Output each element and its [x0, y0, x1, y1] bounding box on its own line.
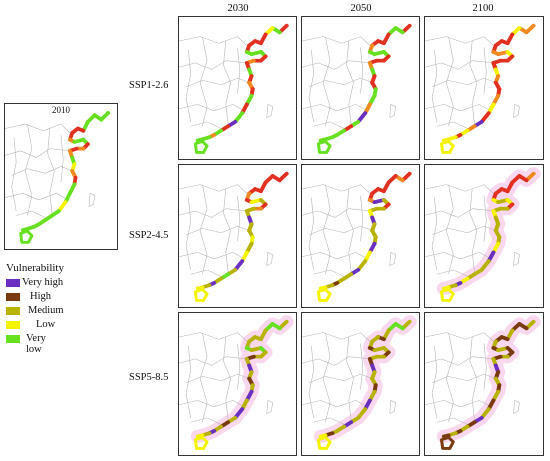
row-header-ssp1-2-6: SSP1-2.6	[129, 80, 169, 91]
legend-swatch-medium	[6, 307, 20, 315]
legend-item-medium: Medium	[6, 305, 64, 319]
map-ssp5-2100	[425, 315, 541, 450]
map-ssp1-2100	[425, 23, 536, 154]
legend-item-very-low: Very low	[6, 333, 64, 355]
column-header-2050: 2050	[350, 3, 372, 14]
map-panel-ssp1-2030	[178, 16, 297, 160]
legend-label-low: Low	[36, 319, 56, 330]
legend-label-medium: Medium	[28, 305, 64, 316]
map-ssp1-2030	[179, 23, 289, 154]
legend-swatch-very-low	[6, 335, 20, 343]
legend-item-very-high: Very high	[6, 277, 64, 291]
legend-swatch-very-high	[6, 279, 20, 287]
map-2010	[5, 111, 110, 244]
map-panel-ssp2-2030	[178, 164, 297, 308]
legend-label-very-high: Very high	[22, 277, 64, 288]
legend-swatch-high	[6, 293, 20, 301]
map-ssp2-2050	[302, 171, 412, 302]
map-panel-ssp5-2050	[301, 312, 420, 456]
map-ssp5-2050	[302, 315, 417, 450]
legend: Vulnerability Very high High Medium Low …	[6, 262, 64, 355]
map-panel-ssp5-2030	[178, 312, 297, 456]
map-panel-ssp1-2100	[424, 16, 544, 160]
legend-label-very-low: Very low	[26, 333, 46, 355]
column-header-2030: 2030	[227, 3, 249, 14]
map-ssp1-2050	[302, 23, 412, 154]
legend-item-high: High	[6, 291, 64, 305]
map-panel-ssp2-2100	[424, 164, 544, 308]
legend-label-high: High	[30, 291, 51, 302]
map-panel-ssp5-2100	[424, 312, 544, 456]
map-ssp5-2030	[179, 315, 294, 450]
column-header-2100: 2100	[472, 3, 494, 14]
legend-title: Vulnerability	[6, 262, 64, 274]
map-ssp2-2030	[179, 171, 289, 302]
map-panel-ssp1-2050	[301, 16, 420, 160]
map-panel-2010: 2010	[4, 103, 118, 250]
panel-label-2010: 2010	[52, 105, 70, 115]
row-header-ssp2-4-5: SSP2-4.5	[129, 230, 169, 241]
map-panel-ssp2-2050	[301, 164, 420, 308]
legend-swatch-low	[6, 321, 20, 329]
legend-item-low: Low	[6, 319, 64, 333]
row-header-ssp5-8-5: SSP5-8.5	[129, 372, 169, 383]
map-ssp2-2100	[425, 167, 541, 302]
